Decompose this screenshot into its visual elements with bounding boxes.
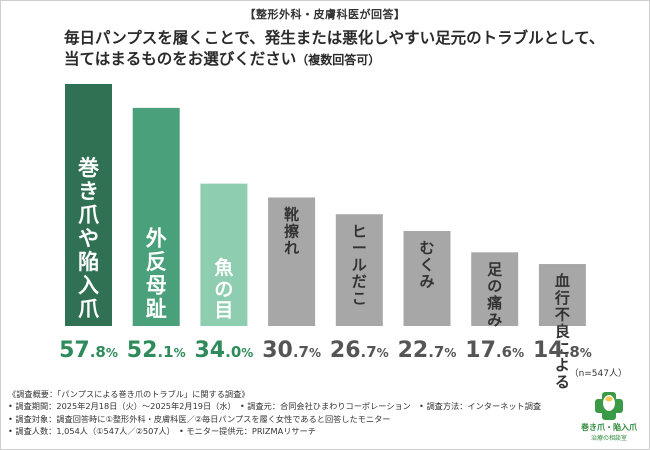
bar-category-label: 魚の目 xyxy=(214,256,233,322)
bar-value-label: 34.0% xyxy=(195,338,254,363)
bar-category-label: 巻き爪や陥入爪 xyxy=(77,156,100,321)
survey-notes: 《調査概要：「パンプスによる巻き爪のトラブル」に関する調査》 • 調査期間：20… xyxy=(8,388,541,437)
logo-icon xyxy=(595,392,623,420)
bar-value-label: 22.7% xyxy=(398,338,457,363)
bar-value-label: 17.6% xyxy=(465,338,524,363)
bar-category-label: むくみ xyxy=(419,239,434,291)
bar-category-label: ヒールだこ xyxy=(352,222,367,307)
survey-notes-line: • 調査期間：2025年2月18日（火）～2025年2月19日（水） • 調査元… xyxy=(8,401,542,412)
bar-8 xyxy=(538,264,586,326)
bar-2 xyxy=(132,107,180,326)
survey-notes-line: • 調査人数：1,054人（①547人／②507人） • モニター提供元：PRI… xyxy=(8,425,316,436)
bar-1 xyxy=(65,84,112,326)
bar-chart: 巻き爪や陥入爪 57.8% 外反母趾 52.1% 魚の目 34.0% 靴擦れ 30.7% ヒール… xyxy=(59,84,592,390)
question-line-2: 当てはまるものをお選びください xyxy=(64,50,297,68)
bar-category-label: 血行不良による冷え xyxy=(554,272,570,390)
bar-value-label: 52.1% xyxy=(127,338,186,363)
bar-value-label: 14.8% xyxy=(533,338,592,363)
logo-subtext: 治療の相談室 xyxy=(590,435,627,442)
question-note: （複数回答可） xyxy=(296,53,381,67)
bar-3 xyxy=(200,183,248,326)
question-line-1: 毎日パンプスを履くことで、発生または悪化しやすい足元のトラブルとして、 xyxy=(64,29,605,47)
bar-value-label: 26.7% xyxy=(330,338,389,363)
brand-logo: 巻き爪・陥入爪 治療の相談室 xyxy=(580,390,638,444)
header-badge: 【整形外科・皮膚科医が回答】 xyxy=(244,8,406,21)
logo-text: 巻き爪・陥入爪 xyxy=(581,423,637,432)
survey-notes-line: • 調査対象：調査回答時に①整形外科・皮膚科医／②毎日パンプスを履く女性であると… xyxy=(8,413,391,424)
survey-notes-heading: 《調査概要：「パンプスによる巻き爪のトラブル」に関する調査》 xyxy=(8,389,250,399)
bar-6 xyxy=(403,230,451,326)
bar-value-label: 30.7% xyxy=(262,338,321,363)
bar-7 xyxy=(471,252,519,326)
question-title: 毎日パンプスを履くことで、発生または悪化しやすい足元のトラブルとして、 当てはま… xyxy=(64,28,624,71)
sample-size: （n=547人） xyxy=(569,369,627,379)
bar-value-label: 57.8% xyxy=(59,338,118,363)
bar-category-label: 足の痛み xyxy=(486,260,503,328)
bar-4 xyxy=(268,197,316,326)
bar-category-label: 靴擦れ xyxy=(284,206,299,258)
bar-category-label: 外反母趾 xyxy=(146,227,167,322)
bar-5 xyxy=(335,214,383,326)
